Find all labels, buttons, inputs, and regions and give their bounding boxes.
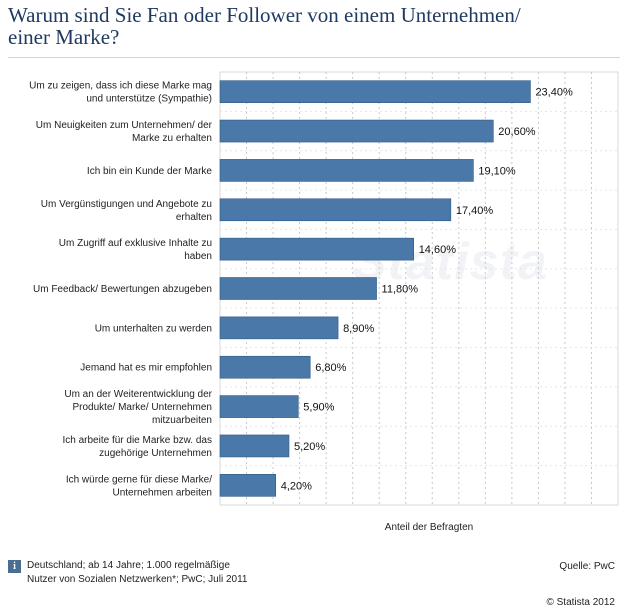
footer-note-line-1: Deutschland; ab 14 Jahre; 1.000 regelmäß… bbox=[27, 560, 230, 571]
value-label: 6,80% bbox=[315, 362, 346, 374]
bar bbox=[219, 355, 311, 379]
category-label: Jemand hat es mir empfohlen bbox=[80, 363, 212, 374]
category-label: Ich arbeite für die Marke bzw. das zugehö… bbox=[62, 435, 212, 459]
category-label: Um Neuigkeiten zum Unternehmen/ der Marke… bbox=[36, 120, 213, 144]
category-label-line: Um Neuigkeiten zum Unternehmen/ der bbox=[36, 120, 213, 131]
bar bbox=[219, 395, 299, 418]
category-label-line: Um an der Weiterentwicklung der bbox=[64, 389, 212, 400]
footer-note-line-2: Nutzer von Sozialen Netzwerken*; PwC; Ju… bbox=[27, 574, 248, 585]
info-icon[interactable]: i bbox=[8, 560, 21, 573]
copyright-label: © Statista 2012 bbox=[546, 597, 615, 608]
source-label: Quelle: PwC bbox=[559, 561, 615, 572]
category-label-line: Produkte/ Marke/ Unternehmen bbox=[72, 402, 212, 413]
category-label: Ich würde gerne für diese Marke/Unterneh… bbox=[66, 474, 212, 498]
bar bbox=[219, 316, 339, 340]
value-label: 4,20% bbox=[281, 480, 312, 492]
category-label-line: Um zu zeigen, dass ich diese Marke mag bbox=[29, 81, 212, 92]
bar bbox=[219, 277, 377, 300]
category-label-line: Unternehmen arbeiten bbox=[112, 487, 212, 498]
value-label: 19,10% bbox=[478, 165, 516, 177]
category-label: Um an der Weiterentwicklung der Produkte/… bbox=[64, 389, 212, 426]
category-label: Um Vergünstigungen und Angebote zu erhalt… bbox=[41, 199, 212, 223]
category-label-line: Ich bin ein Kunde der Marke bbox=[87, 166, 213, 177]
category-label: Um unterhalten zu werden bbox=[95, 323, 212, 334]
value-label: 20,60% bbox=[498, 126, 536, 138]
bar bbox=[219, 198, 452, 222]
value-label: 23,40% bbox=[535, 87, 573, 99]
bar bbox=[219, 434, 290, 458]
bar bbox=[219, 119, 494, 143]
category-label: Ich bin ein Kunde der Marke bbox=[87, 166, 213, 177]
footer-note: i Deutschland; ab 14 Jahre; 1.000 regelm… bbox=[8, 559, 247, 587]
value-label: 17,40% bbox=[456, 205, 494, 217]
category-label-line: erhalten bbox=[176, 212, 212, 223]
bar bbox=[219, 237, 414, 261]
category-label-line: haben bbox=[184, 251, 212, 262]
chart-title-line-1: Warum sind Sie Fan oder Follower von ein… bbox=[8, 3, 521, 27]
x-axis-label: Anteil der Befragten bbox=[385, 522, 473, 533]
category-label-line: Ich arbeite für die Marke bzw. das bbox=[62, 435, 212, 446]
category-label-line: Um unterhalten zu werden bbox=[95, 323, 212, 334]
bar bbox=[219, 80, 531, 103]
value-label: 11,80% bbox=[382, 284, 419, 296]
category-label-line: und unterstütze (Sympathie) bbox=[86, 94, 212, 105]
category-label-line: Jemand hat es mir empfohlen bbox=[80, 363, 212, 374]
category-label-line: Um Feedback/ Bewertungen abzugeben bbox=[33, 284, 212, 295]
category-label: Um Feedback/ Bewertungen abzugeben bbox=[33, 284, 212, 295]
value-label: 5,90% bbox=[303, 402, 334, 414]
value-label: 8,90% bbox=[343, 323, 374, 335]
category-label-line: zugehörige Unternehmen bbox=[99, 448, 212, 459]
title-divider bbox=[8, 57, 620, 58]
bar bbox=[219, 159, 474, 182]
category-label-line: Ich würde gerne für diese Marke/ bbox=[66, 474, 212, 485]
bar bbox=[219, 474, 277, 497]
value-label: 14,60% bbox=[419, 244, 457, 256]
category-label-line: mitzuarbeiten bbox=[152, 415, 212, 426]
category-label-line: Um Vergünstigungen und Angebote zu bbox=[41, 199, 212, 210]
chart-title-line-2: einer Marke? bbox=[8, 25, 120, 49]
category-label-line: Um Zugriff auf exklusive Inhalte zu bbox=[59, 238, 212, 249]
chart-title: Warum sind Sie Fan oder Follower von ein… bbox=[8, 4, 620, 48]
value-label: 5,20% bbox=[294, 441, 325, 453]
category-label: Um zu zeigen, dass ich diese Marke mag un… bbox=[29, 81, 212, 105]
category-label: Um Zugriff auf exklusive Inhalte zu haben bbox=[59, 238, 212, 262]
category-label-line: Marke zu erhalten bbox=[132, 133, 212, 144]
